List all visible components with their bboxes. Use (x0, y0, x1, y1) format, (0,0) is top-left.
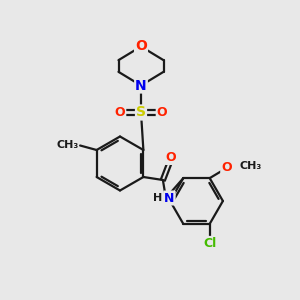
Text: Cl: Cl (203, 237, 216, 250)
Text: O: O (166, 151, 176, 164)
Text: O: O (157, 106, 167, 119)
Text: N: N (135, 79, 147, 92)
Text: O: O (135, 40, 147, 53)
Text: N: N (164, 191, 175, 205)
Text: O: O (221, 161, 232, 174)
Text: CH₃: CH₃ (56, 140, 79, 151)
Text: CH₃: CH₃ (240, 160, 262, 170)
Text: H: H (153, 193, 162, 203)
Text: O: O (115, 106, 125, 119)
Text: S: S (136, 106, 146, 119)
